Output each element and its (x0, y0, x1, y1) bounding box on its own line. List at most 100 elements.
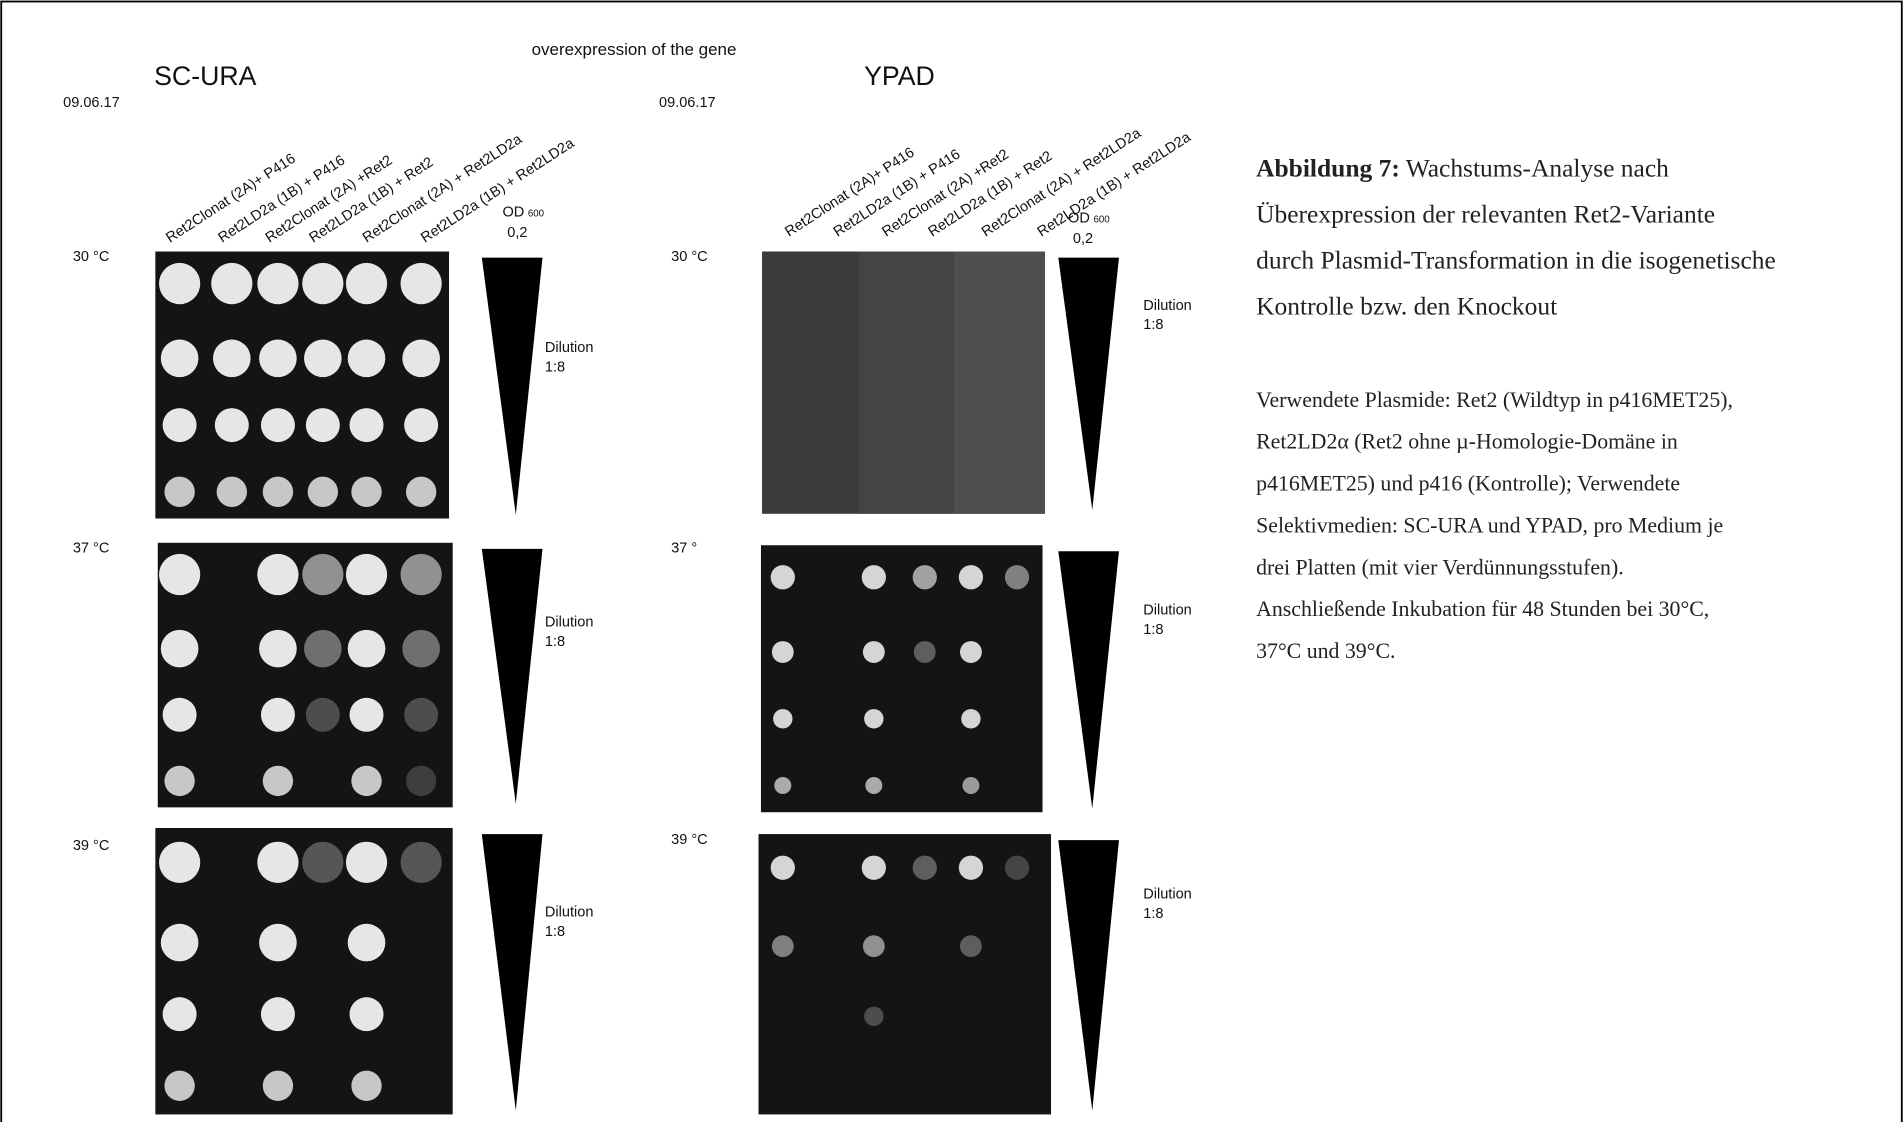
colony-spot (259, 924, 297, 962)
dilution-label: Dilution (1143, 298, 1192, 314)
colony-spot (348, 630, 386, 668)
colony-spot (257, 263, 298, 304)
caption-line: Überexpression der relevanten Ret2-Varia… (1256, 199, 1715, 228)
plate-shade (859, 252, 954, 514)
colony-spot (351, 766, 381, 796)
colony-spot (962, 777, 979, 794)
colony-spot (263, 477, 293, 507)
colony-spot (308, 477, 338, 507)
colony-spot (263, 766, 293, 796)
dilution-wedge (482, 834, 543, 1111)
colony-spot (161, 924, 199, 962)
colony-spot (960, 935, 982, 957)
colony-spot (259, 340, 297, 378)
temperature: 37 °C (73, 541, 110, 557)
temperature: 39 °C (73, 838, 110, 854)
colony-spot (351, 477, 381, 507)
colony-spot (261, 698, 295, 732)
colony-spot (263, 1071, 293, 1101)
colony-spot (302, 842, 343, 883)
colony-spot (164, 477, 194, 507)
page: {"header": "overexpression of the gene",… (0, 0, 1903, 1122)
colony-spot (163, 408, 197, 442)
colony-spot (1005, 565, 1029, 589)
colony-spot (164, 1071, 194, 1101)
colony-spot (862, 565, 886, 589)
od-subscript: 600 (528, 208, 545, 219)
colony-spot (774, 777, 791, 794)
colony-spot (864, 1007, 883, 1026)
colony-spot (401, 263, 442, 304)
colony-spot (346, 263, 387, 304)
od-text: OD (1068, 210, 1090, 226)
dilution-wedge (482, 258, 543, 515)
dilution-ratio: 1:8 (545, 360, 565, 376)
colony-spot (913, 856, 937, 880)
caption-detail: 37°C und 39°C. (1256, 639, 1395, 663)
colony-spot (161, 630, 199, 668)
colony-spot (863, 641, 885, 663)
colony-spot (159, 554, 200, 595)
colony-spot (164, 766, 194, 796)
dilution-wedge (1058, 551, 1119, 808)
dilution-wedge (482, 549, 543, 804)
colony-spot (163, 997, 197, 1031)
date: 09.06.17 (63, 95, 120, 111)
colony-spot (404, 408, 438, 442)
colony-spot (350, 698, 384, 732)
caption-detail: Selektivmedien: SC-URA und YPAD, pro Med… (1256, 513, 1723, 537)
dilution-label: Dilution (1143, 602, 1192, 618)
caption-line: durch Plasmid-Transformation in die isog… (1256, 246, 1776, 275)
caption-text: Überexpression der relevanten Ret2-Varia… (1256, 199, 1715, 228)
temperature: 30 °C (671, 249, 708, 265)
dilution-ratio: 1:8 (1143, 906, 1163, 922)
temperature: 37 ° (671, 541, 697, 557)
od-value: 0,2 (507, 225, 527, 241)
colony-spot (961, 709, 980, 728)
dilution-ratio: 1:8 (1143, 622, 1163, 638)
colony-spot (862, 856, 886, 880)
colony-spot (401, 554, 442, 595)
dilution-label: Dilution (545, 905, 594, 921)
plate (759, 834, 1051, 1114)
colony-spot (402, 340, 440, 378)
colony-spot (772, 641, 794, 663)
colony-spot (257, 842, 298, 883)
colony-spot (346, 842, 387, 883)
colony-spot (406, 766, 436, 796)
colony-spot (161, 340, 199, 378)
dilution-ratio: 1:8 (1143, 317, 1163, 333)
colony-spot (211, 263, 252, 304)
colony-spot (159, 842, 200, 883)
date: 09.06.17 (659, 95, 716, 111)
colony-spot (350, 997, 384, 1031)
caption-text: durch Plasmid-Transformation in die isog… (1256, 246, 1776, 275)
colony-spot (163, 698, 197, 732)
caption-detail: Anschließende Inkubation für 48 Stunden … (1256, 597, 1709, 621)
colony-spot (772, 935, 794, 957)
colony-spot (913, 565, 937, 589)
colony-spot (302, 263, 343, 304)
caption-text: Wachstums-Analyse nach (1400, 153, 1669, 182)
od-subscript: 600 (1093, 214, 1110, 225)
colony-spot (914, 641, 936, 663)
caption-label: Abbildung 7: (1256, 153, 1400, 182)
colony-spot (864, 709, 883, 728)
temperature: 30 °C (73, 249, 110, 265)
colony-spot (401, 842, 442, 883)
colony-spot (302, 554, 343, 595)
colony-spot (773, 709, 792, 728)
colony-spot (348, 924, 386, 962)
colony-spot (406, 477, 436, 507)
colony-spot (259, 630, 297, 668)
panel-title: YPAD (864, 61, 935, 91)
colony-spot (350, 408, 384, 442)
caption-detail: Verwendete Plasmide: Ret2 (Wildtyp in p4… (1256, 388, 1733, 412)
dilution-wedge (1058, 840, 1119, 1111)
colony-spot (306, 698, 340, 732)
temperature: 39 °C (671, 832, 708, 848)
caption-detail: p416MET25) und p416 (Kontrolle); Verwend… (1256, 472, 1680, 496)
plate (761, 545, 1043, 812)
